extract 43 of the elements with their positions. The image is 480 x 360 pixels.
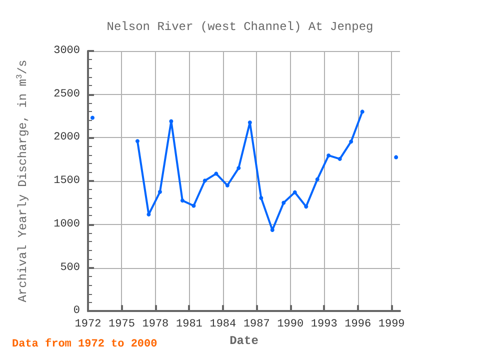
chart-title: Nelson River (west Channel) At Jenpeg (106, 20, 374, 34)
point (326, 153, 331, 158)
x-tick-label: 1972 (74, 318, 102, 331)
point (315, 177, 320, 182)
point (90, 116, 94, 120)
y-tick-label: 2000 (54, 132, 80, 144)
point (225, 183, 230, 188)
y-tick-label: 1500 (54, 175, 80, 188)
y-axis-title: Archival Yearly Discharge, in m3/s (16, 60, 30, 302)
point (259, 196, 264, 200)
point (292, 190, 297, 194)
point (169, 119, 174, 124)
point (192, 204, 196, 208)
x-tick-label: 1987 (243, 318, 270, 331)
point (338, 156, 342, 161)
x-tick-label: 1978 (142, 318, 169, 331)
point (135, 139, 140, 144)
text: Data from 1972 to 2000 (12, 338, 158, 350)
point (158, 190, 162, 194)
y-tick-label: 3000 (54, 45, 80, 57)
point (304, 204, 308, 209)
point (236, 166, 241, 170)
x-tick-label: 1999 (378, 318, 405, 331)
x-tick-label: 1996 (344, 318, 372, 331)
x-tick-label: 1984 (210, 318, 237, 331)
y-tick-label: 500 (60, 262, 80, 274)
point (282, 200, 286, 205)
point (349, 140, 354, 144)
point (180, 198, 184, 203)
point (202, 178, 207, 183)
point (360, 110, 364, 114)
point (214, 172, 218, 176)
x-tick-label: 1990 (277, 318, 304, 331)
x-tick-label: 1981 (176, 318, 203, 331)
point (248, 120, 252, 125)
point (270, 228, 274, 232)
x-tick-label: 1975 (108, 318, 135, 331)
y-tick-label: 0 (73, 305, 80, 318)
y-tick-label: 2500 (54, 88, 80, 100)
point (394, 155, 398, 160)
x-tick-label: 1993 (310, 318, 338, 331)
y-tick-label: 1000 (54, 218, 80, 230)
x-axis-title: Date (230, 334, 258, 348)
